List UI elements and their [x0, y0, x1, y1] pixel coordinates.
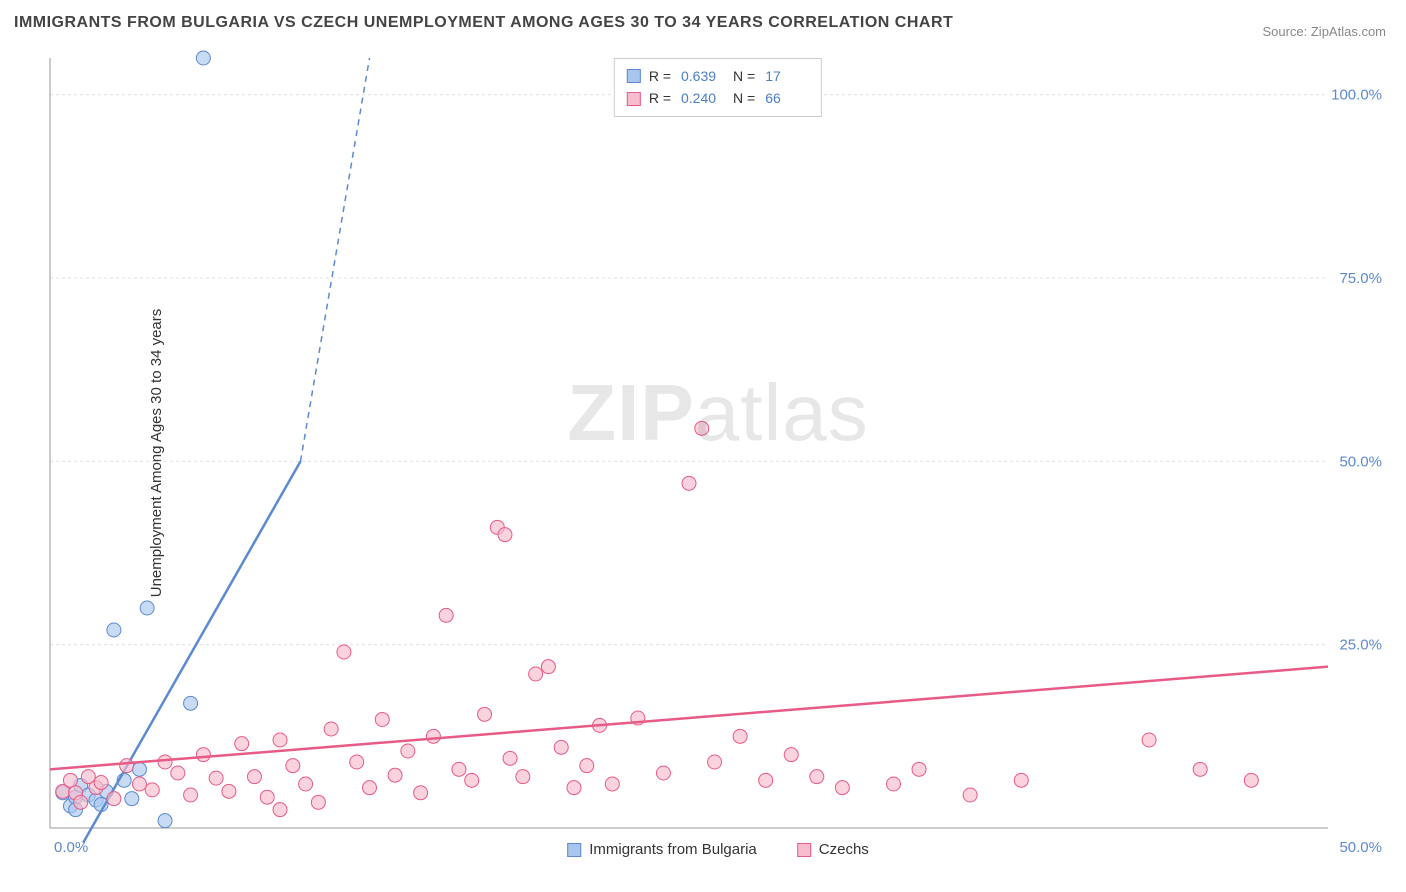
- r-label: R =: [649, 87, 671, 109]
- chart-area: Unemployment Among Ages 30 to 34 years 2…: [48, 48, 1388, 858]
- svg-text:75.0%: 75.0%: [1339, 270, 1382, 287]
- n-value-bulgaria: 17: [765, 65, 809, 87]
- series-legend: Immigrants from Bulgaria Czechs: [559, 839, 877, 860]
- n-value-czech: 66: [765, 87, 809, 109]
- r-value-czech: 0.240: [681, 87, 725, 109]
- correlation-legend: R = 0.639 N = 17 R = 0.240 N = 66: [614, 58, 822, 117]
- legend-item-czech: Czechs: [797, 841, 869, 858]
- swatch-czech: [627, 92, 641, 106]
- swatch-czech: [797, 843, 811, 857]
- chart-title: IMMIGRANTS FROM BULGARIA VS CZECH UNEMPL…: [14, 14, 953, 32]
- legend-item-bulgaria: Immigrants from Bulgaria: [567, 841, 757, 858]
- r-value-bulgaria: 0.639: [681, 65, 725, 87]
- swatch-bulgaria: [627, 69, 641, 83]
- n-label: N =: [733, 87, 755, 109]
- svg-text:25.0%: 25.0%: [1339, 637, 1382, 654]
- r-label: R =: [649, 65, 671, 87]
- svg-text:50.0%: 50.0%: [1339, 839, 1382, 856]
- svg-text:50.0%: 50.0%: [1339, 453, 1382, 470]
- swatch-bulgaria: [567, 843, 581, 857]
- scatter-plot: 25.0%50.0%75.0%100.0%0.0%50.0%: [48, 48, 1388, 858]
- svg-text:100.0%: 100.0%: [1331, 87, 1382, 104]
- legend-label-czech: Czechs: [819, 841, 869, 858]
- legend-row-czech: R = 0.240 N = 66: [627, 87, 809, 109]
- n-label: N =: [733, 65, 755, 87]
- source-credit: Source: ZipAtlas.com: [1262, 24, 1386, 39]
- legend-label-bulgaria: Immigrants from Bulgaria: [589, 841, 757, 858]
- legend-row-bulgaria: R = 0.639 N = 17: [627, 65, 809, 87]
